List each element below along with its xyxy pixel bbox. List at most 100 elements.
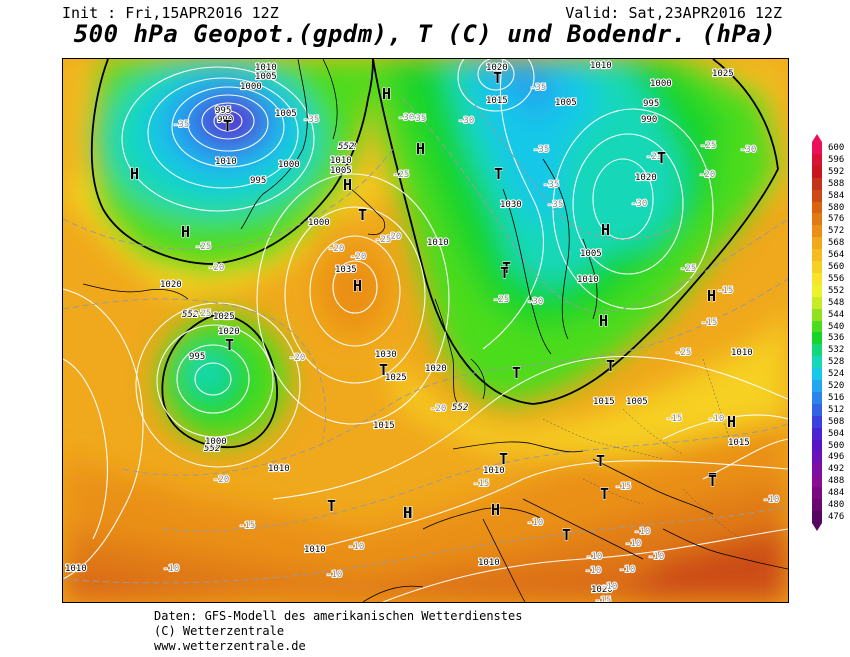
scale-label: 492: [828, 464, 845, 475]
scale-swatch: [812, 177, 822, 191]
scale-label: 508: [828, 416, 845, 427]
pressure-center-high: H: [343, 176, 352, 194]
pressure-center-low: T: [562, 526, 571, 544]
pressure-label: 1000: [240, 82, 262, 92]
temperature-label: -10: [619, 565, 635, 575]
scale-swatch: [812, 284, 822, 298]
pressure-center-low: T: [379, 361, 388, 379]
scale-label: 476: [828, 511, 845, 522]
coastlines: [82, 59, 788, 602]
scale-swatch: [812, 225, 822, 238]
scale-label: 500: [828, 440, 845, 451]
weather-map: 552 552 552 552 552 1010 1005 1000 995 990 1010 10…: [62, 58, 789, 603]
temperature-label: -15: [615, 482, 631, 492]
pressure-label: 1005: [626, 397, 648, 407]
scale-swatch: [812, 213, 822, 226]
temperature-label: -20: [208, 263, 224, 273]
pressure-label: 1015: [373, 421, 395, 431]
temperature-label: -35: [543, 180, 559, 190]
pressure-label: 1005: [255, 72, 277, 82]
pressure-label: 1005: [275, 109, 297, 119]
pressure-label: 995: [215, 106, 231, 116]
scale-label: 496: [828, 452, 845, 463]
pressure-center-low: T: [500, 264, 509, 282]
temperature-label: -10: [601, 582, 617, 592]
temperature-label: -30: [458, 116, 474, 126]
pressure-label: 995: [189, 352, 205, 362]
pressure-center-low: T: [512, 364, 521, 382]
pressure-center-high: H: [353, 277, 362, 295]
cold-air-fill: [93, 59, 778, 444]
pressure-label: 1010: [590, 61, 612, 71]
scale-swatch: [812, 427, 822, 440]
scale-label: 576: [828, 214, 845, 225]
pressure-label: 1025: [213, 312, 235, 322]
temperature-label: -30: [740, 145, 756, 155]
pressure-center-high: H: [382, 85, 391, 103]
valid-time-label: Valid: Sat,23APR2016 12Z: [565, 4, 782, 22]
temperature-label: -35: [533, 145, 549, 155]
geopot-label: 552: [204, 444, 220, 454]
pressure-label: 995: [250, 176, 266, 186]
pressure-center-low: T: [358, 206, 367, 224]
pressure-label: 1010: [731, 348, 753, 358]
pressure-label: 990: [641, 115, 657, 125]
pressure-center-low: T: [494, 165, 503, 183]
scale-swatch: [812, 237, 822, 250]
scale-label: 592: [828, 166, 845, 177]
country-borders: [542, 358, 744, 540]
scale-swatch: [812, 272, 822, 286]
scale-label: 520: [828, 381, 845, 391]
pressure-center-low: T: [596, 452, 605, 470]
scale-label: 584: [828, 190, 845, 201]
scale-label: 480: [828, 500, 845, 510]
pressure-label: 1010: [215, 157, 237, 167]
scale-label: 600: [828, 143, 845, 153]
pressure-label: 1000: [278, 160, 300, 170]
scale-label: 556: [828, 273, 845, 284]
temperature-label: -10: [586, 552, 602, 562]
pressure-center-high: H: [727, 413, 736, 431]
footer-data-source: Daten: GFS-Modell des amerikanischen Wet…: [154, 609, 523, 623]
temperature-label: -15: [701, 318, 717, 328]
temperature-label: -25: [195, 309, 211, 319]
pressure-label: 1020: [635, 173, 657, 183]
temperature-label: -20: [430, 404, 446, 414]
footer-url[interactable]: www.wetterzentrale.de: [154, 639, 306, 653]
temperature-label: -25: [493, 295, 509, 305]
scale-swatch: [812, 142, 822, 155]
pressure-label: 1010: [483, 466, 505, 476]
scale-swatch: [812, 439, 822, 452]
temperature-label: -25: [646, 152, 662, 162]
scale-bottom-arrow: [812, 522, 822, 531]
pressure-label: 1010: [330, 156, 352, 166]
isobars: [63, 59, 788, 602]
pressure-center-low: T: [708, 472, 717, 490]
temperature-label: -25: [680, 264, 696, 274]
temperature-label: -20: [699, 170, 715, 180]
color-scale-legend: 600 596 592 588 584 580 576 572 568 564 560 556 552 5…: [812, 134, 850, 531]
temperature-label: -30: [398, 113, 414, 123]
scale-label: 552: [828, 285, 845, 296]
pressure-label: 1020: [218, 327, 240, 337]
scale-swatch: [812, 320, 822, 333]
scale-label: 572: [828, 226, 845, 237]
footer-credits: Daten: GFS-Modell des amerikanischen Wet…: [154, 609, 522, 654]
scale-swatch: [812, 451, 822, 464]
geopot-label: 552: [338, 142, 354, 152]
temperature-label: -25: [700, 141, 716, 151]
scale-swatch: [812, 391, 822, 405]
temperature-label: -20: [328, 244, 344, 254]
scale-label: 548: [828, 297, 845, 308]
pressure-labels: 1010100510009959901010100510009951020101…: [64, 60, 754, 596]
temperature-label: -10: [527, 518, 543, 528]
temperature-label: -10: [163, 564, 179, 574]
temperature-label: -25: [195, 242, 211, 252]
scale-label: 568: [828, 238, 845, 249]
pressure-label: 1005: [330, 166, 352, 176]
scale-label: 560: [828, 262, 845, 272]
scale-swatch: [812, 153, 822, 167]
temperature-label: -10: [634, 527, 650, 537]
pressure-label: 1010: [304, 545, 326, 555]
